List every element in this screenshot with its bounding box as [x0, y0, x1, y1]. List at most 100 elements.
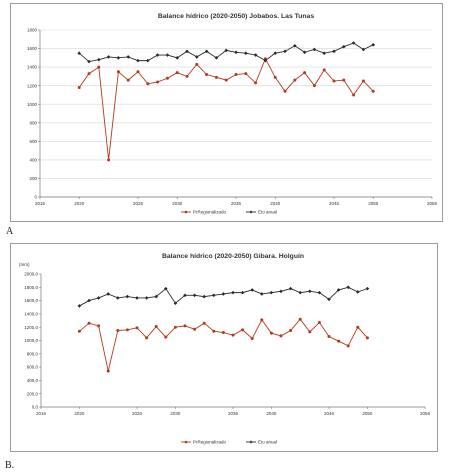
legend: PrRegionalizado Eto anual [181, 210, 277, 215]
series-0-point [185, 74, 189, 78]
series-line-1 [78, 42, 374, 63]
panel-label-a: A [6, 226, 14, 237]
series-1-point [87, 59, 91, 64]
series-1-point [279, 289, 283, 294]
chart-frame-b: Balance hídrico (2020-2050) Gibara. Holg… [10, 243, 438, 452]
series-0-point [116, 70, 120, 74]
series-1-point [283, 49, 287, 54]
series-1-point [77, 51, 81, 55]
series-1-point [221, 292, 226, 296]
series-0-point [224, 78, 228, 82]
series-0-point [327, 335, 331, 339]
series-0-point [293, 78, 297, 82]
series-0-point [116, 329, 120, 333]
x-tick-label: 2040 [270, 201, 281, 206]
y-tick-label: 1400,0 [24, 312, 38, 317]
series-0-point [312, 84, 316, 88]
x-tick-label: 2050 [362, 411, 373, 416]
series-0-point [165, 76, 169, 80]
series-1-point [273, 51, 277, 55]
chart-a: Balance hídrico (2020-2050) Jobabos. Las… [27, 13, 438, 215]
series-0-point [212, 329, 216, 333]
y-tick-label: 200 [29, 176, 37, 181]
series-0-point [342, 78, 346, 82]
chart-frame-a: Balance hídrico (2020-2050) Jobabos. Las… [10, 3, 443, 222]
series-0-point [332, 79, 336, 83]
series-0-point [254, 81, 258, 85]
y-tick-label: 400,0 [27, 378, 39, 383]
series-1-point [288, 286, 293, 291]
x-tick-label: 2036 [231, 201, 242, 206]
series-1-point [106, 292, 110, 296]
y-tick-label: 1600,0 [24, 298, 38, 303]
y-tick-label: 800,0 [27, 351, 39, 356]
y-tick-label: 0,0 [32, 405, 39, 410]
y-tick-label: 1000,0 [24, 338, 38, 343]
series-1-point [154, 294, 158, 299]
series-0-point [273, 75, 277, 79]
series-0-point [193, 327, 197, 331]
x-tick-label: 2020 [74, 411, 85, 416]
series-1-point [365, 286, 370, 291]
series-1-point [312, 47, 317, 52]
series-1-point [97, 57, 101, 62]
series-0-point [126, 78, 130, 82]
y-tick-label: 400 [29, 157, 37, 162]
series-1-point [185, 49, 189, 54]
series-0-point [221, 331, 225, 335]
series-0-point [269, 331, 273, 335]
series-0-point [195, 62, 199, 66]
series-1-point [240, 290, 245, 295]
series-1-point [302, 50, 307, 55]
series-0-point [97, 65, 101, 69]
series-0-point [365, 336, 369, 340]
legend-marker-1 [249, 210, 253, 214]
series-0-point [87, 321, 91, 325]
series-1-point [183, 293, 187, 298]
series-1-point [371, 43, 375, 47]
series-0-point [97, 324, 101, 328]
series-0-point [106, 369, 110, 373]
y-tick-label: 600,0 [27, 365, 39, 370]
series-1-point [356, 290, 360, 294]
series-1-point [224, 48, 228, 53]
series-0-point [352, 93, 356, 97]
chart-title: Balance hídrico (2020-2050) Gibara. Holg… [162, 253, 304, 260]
series-1-point [231, 290, 235, 295]
series-line-1 [79, 286, 368, 307]
series-0-point [289, 329, 293, 333]
series-0-point [156, 80, 160, 84]
x-tick-label: 2056 [420, 411, 431, 416]
series-0-point [136, 70, 140, 74]
x-tick-label: 2026 [133, 201, 144, 206]
series-1-point [263, 58, 268, 63]
y-tick-label: 0 [34, 195, 37, 200]
series-1-point [361, 47, 366, 52]
y-axis-label: (mm) [19, 262, 30, 267]
series-1-point [144, 296, 149, 300]
series-1-point [298, 290, 302, 295]
series-0-point [371, 89, 375, 93]
series-1-point [116, 296, 120, 300]
series-1-point [165, 53, 170, 57]
series-0-point [125, 328, 129, 332]
series-1-point [351, 41, 356, 45]
series-1-point [204, 49, 209, 54]
x-tick-label: 2046 [329, 201, 340, 206]
series-1-point [146, 58, 150, 63]
series-0-point [231, 333, 235, 337]
series-1-point [346, 285, 350, 290]
series-line-0 [79, 318, 368, 372]
y-tick-label: 1800,0 [24, 285, 38, 290]
legend-entry: PrRegionalizado [193, 440, 227, 445]
chart-title: Balance hídrico (2020-2050) Jobabos. Las… [158, 13, 314, 20]
series-0-point [298, 317, 302, 321]
series-0-point [87, 72, 91, 76]
x-tick-label: 2030 [170, 411, 181, 416]
series-0-point [77, 86, 81, 90]
x-tick-label: 2040 [266, 411, 277, 416]
legend-marker-0 [184, 210, 188, 214]
series-0-point [205, 73, 209, 77]
series-0-point [135, 326, 139, 330]
x-tick-label: 2036 [228, 411, 239, 416]
